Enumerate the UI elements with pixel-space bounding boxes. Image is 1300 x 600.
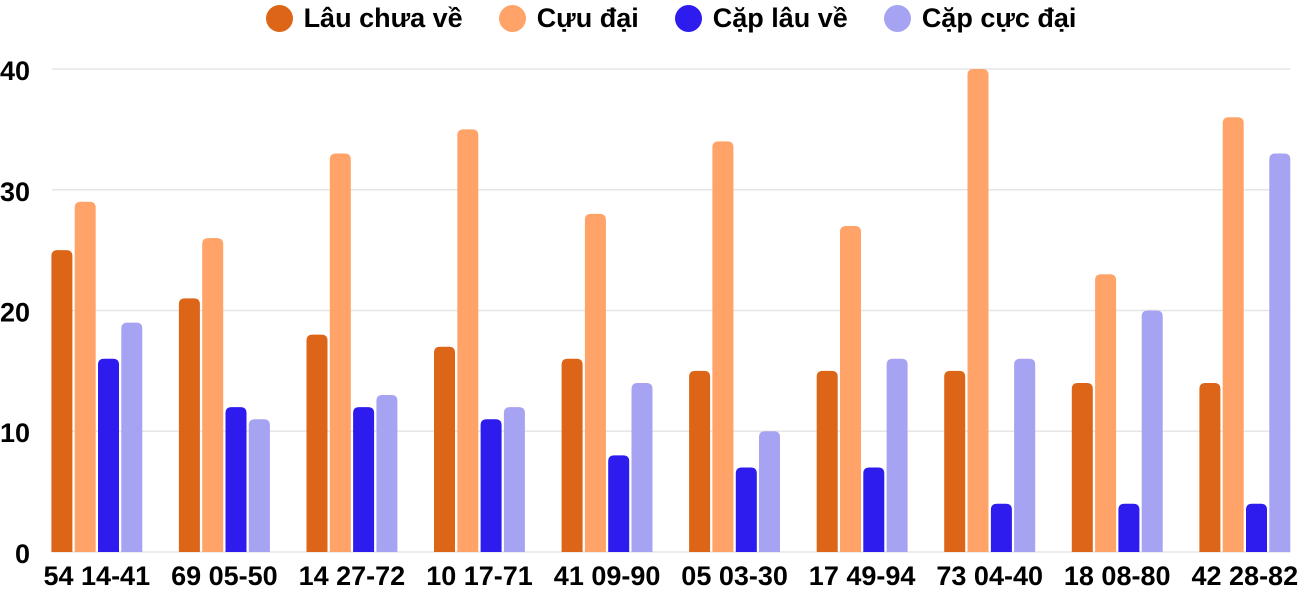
svg-text:20: 20	[0, 298, 30, 328]
svg-text:40: 40	[0, 56, 30, 86]
svg-text:17 49-94: 17 49-94	[809, 561, 916, 591]
svg-text:0: 0	[15, 539, 30, 569]
svg-text:73 04-40: 73 04-40	[936, 561, 1043, 591]
svg-text:10: 10	[0, 418, 30, 448]
svg-text:14 27-72: 14 27-72	[299, 561, 406, 591]
svg-text:30: 30	[0, 177, 30, 207]
svg-text:69 05-50: 69 05-50	[171, 561, 278, 591]
svg-text:18 08-80: 18 08-80	[1064, 561, 1171, 591]
svg-text:42 28-82: 42 28-82	[1192, 561, 1299, 591]
svg-text:41 09-90: 41 09-90	[554, 561, 661, 591]
svg-text:05 03-30: 05 03-30	[681, 561, 788, 591]
svg-text:10 17-71: 10 17-71	[426, 561, 533, 591]
svg-text:54 14-41: 54 14-41	[44, 561, 151, 591]
